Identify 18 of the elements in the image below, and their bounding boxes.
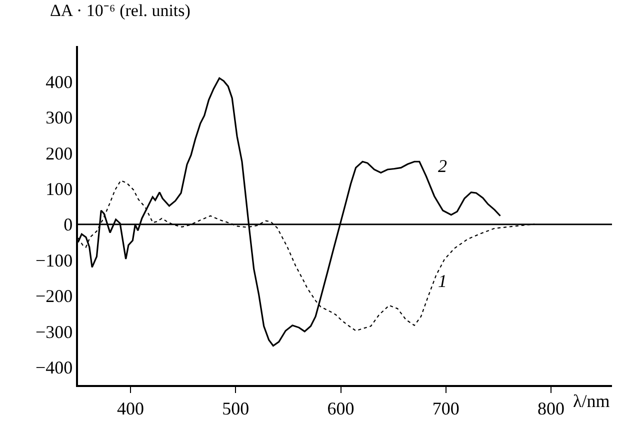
y-tick-label: 0 bbox=[64, 214, 73, 235]
y-tick-label: 300 bbox=[46, 108, 73, 128]
x-tick-label: 400 bbox=[117, 398, 144, 418]
y-tick-label: 100 bbox=[46, 179, 73, 200]
y-tick-label: −300 bbox=[35, 322, 73, 342]
x-tick-label: 600 bbox=[327, 398, 354, 418]
y-tick-label: 200 bbox=[46, 143, 73, 164]
annotation: 2 bbox=[438, 156, 447, 176]
y-tick-label: −100 bbox=[35, 250, 73, 270]
y-tick-label: −200 bbox=[35, 286, 73, 306]
y-axis-title: ΔA · 10⁻⁶ (rel. units) bbox=[50, 1, 190, 20]
annotation: 1 bbox=[438, 271, 447, 291]
x-tick-label: 700 bbox=[432, 398, 460, 418]
y-tick-label: 400 bbox=[46, 72, 73, 92]
y-tick-label: −400 bbox=[35, 357, 73, 378]
x-tick-label: 500 bbox=[222, 398, 250, 418]
x-axis-title: λ/nm bbox=[573, 391, 610, 411]
x-tick-label: 800 bbox=[538, 398, 565, 418]
